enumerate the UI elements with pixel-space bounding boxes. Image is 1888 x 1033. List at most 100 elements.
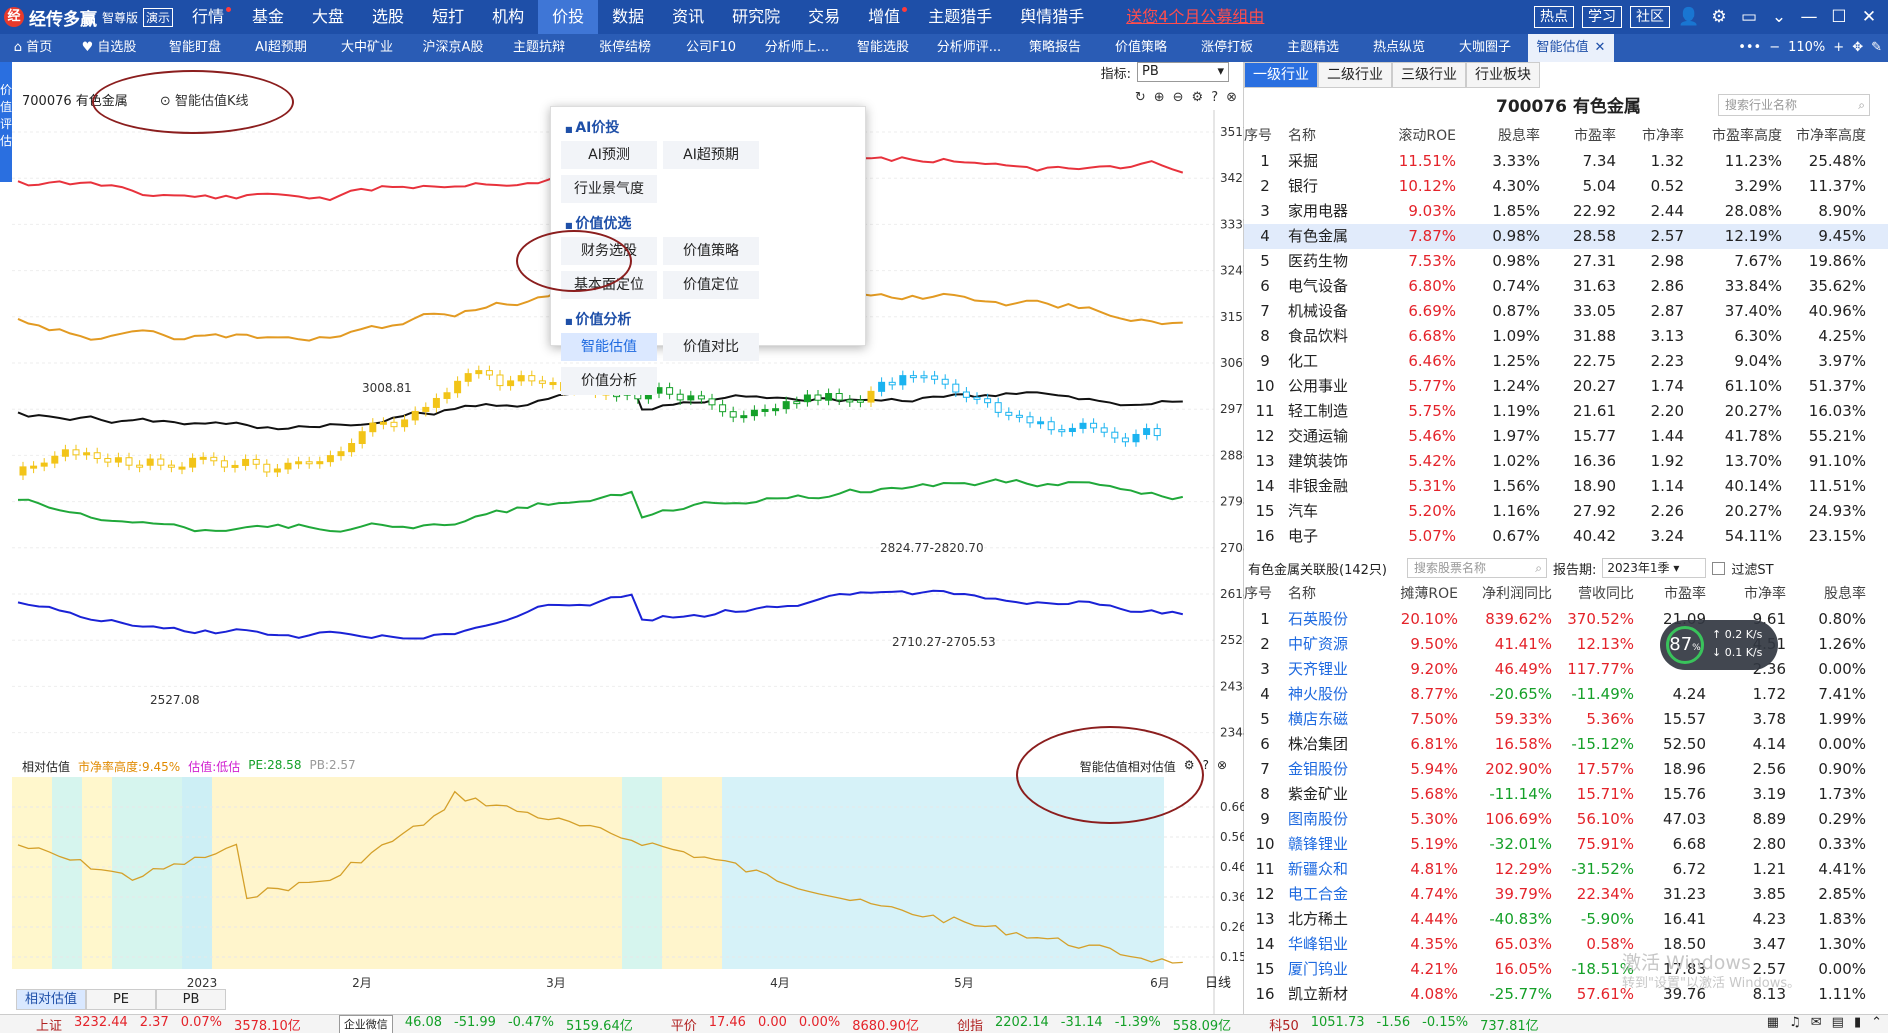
pin-icon[interactable]: ✎ xyxy=(1871,40,1882,55)
menu-item[interactable]: 选股 xyxy=(372,7,405,26)
zoom-in-chart-icon[interactable]: ⊕ xyxy=(1153,90,1165,105)
relative-valuation-chart[interactable]: 0.668 0.566 0.465 0.363 0.261 0.159 2023 2月 3月 4月… xyxy=(12,775,1244,1021)
tab-item[interactable]: 大咖圈子 xyxy=(1442,34,1528,62)
table-row[interactable]: 1 采掘 11.51% 3.33% 7.34 1.32 11.23% 25.48% xyxy=(1244,149,1888,174)
table-row[interactable]: 5 医药生物 7.53% 0.98% 27.31 2.98 7.67% 19.86% xyxy=(1244,249,1888,274)
table-row[interactable]: 8 紫金矿业 5.68% -11.14% 15.71% 15.76 3.19 1.73% xyxy=(1244,782,1888,807)
table-row[interactable]: 4 神火股份 8.77% -20.65% -11.49% 4.24 1.72 7.41% xyxy=(1244,682,1888,707)
bottom-tab[interactable]: 相对估值 xyxy=(16,989,86,1010)
index-quote[interactable]: 科50 1051.73 -1.56 -0.15% 737.81亿 xyxy=(1269,1015,1538,1033)
table-row[interactable]: 15 厦门钨业 4.21% 16.05% -18.51% 17.83 2.57 0.00% xyxy=(1244,957,1888,982)
table-row[interactable]: 13 北方稀土 4.44% -40.83% -5.90% 16.41 4.23 1.83% xyxy=(1244,907,1888,932)
signal-icon[interactable]: ▮ xyxy=(1853,1015,1862,1030)
tab-item[interactable]: 公司F10 xyxy=(668,34,754,62)
help-icon[interactable]: ? xyxy=(1211,90,1219,105)
expand-icon[interactable]: ⌃ xyxy=(1871,1015,1882,1030)
table-row[interactable]: 1 石英股份 20.10% 839.62% 370.52% 21.09 9.61 0.80% xyxy=(1244,607,1888,632)
demo-badge[interactable]: 演示 xyxy=(143,7,174,27)
industry-level-tab[interactable]: 二级行业 xyxy=(1318,62,1392,88)
learn-button[interactable]: 学习 xyxy=(1582,6,1622,28)
zoom-in-icon[interactable]: + xyxy=(1833,40,1845,55)
menu-item[interactable]: 大盘 xyxy=(312,7,345,26)
tab-item[interactable]: 价值策略 xyxy=(1098,34,1184,62)
column-header[interactable]: 净利润同比 xyxy=(1482,586,1552,602)
index-quote[interactable]: 上证 3232.44 2.37 0.07% 3578.10亿 xyxy=(36,1015,301,1033)
tab-item[interactable]: AI超预期 xyxy=(238,34,324,62)
bottom-tab[interactable]: PB xyxy=(156,989,226,1010)
table-row[interactable]: 4 有色金属 7.87% 0.98% 28.58 2.57 12.19% 9.45% xyxy=(1244,224,1888,249)
menu-item[interactable]: 研究院 xyxy=(732,7,781,26)
tab-item[interactable]: 张停结榜 xyxy=(582,34,668,62)
column-header[interactable]: 股息率 xyxy=(1824,586,1866,602)
tab-item[interactable]: 热点纵览 xyxy=(1356,34,1442,62)
more-icon[interactable]: ••• xyxy=(1738,40,1762,55)
industry-level-tab[interactable]: 行业板块 xyxy=(1466,62,1540,88)
dropdown-item[interactable]: AI预测 xyxy=(561,141,657,169)
tab-item[interactable]: 涨停打板 xyxy=(1184,34,1270,62)
refresh-icon[interactable]: ↻ xyxy=(1134,90,1146,105)
table-row[interactable]: 12 电工合金 4.74% 39.79% 22.34% 31.23 3.85 2.85% xyxy=(1244,882,1888,907)
tab-item[interactable]: ⌂ 首页 xyxy=(0,34,66,62)
column-header[interactable]: 序号 xyxy=(1244,586,1272,602)
close-icon[interactable]: ⊗ xyxy=(1216,758,1227,772)
table-row[interactable]: 9 图南股份 5.30% 106.69% 56.10% 47.03 8.89 0.29% xyxy=(1244,807,1888,832)
tab-item[interactable]: 沪深京A股 xyxy=(410,34,496,62)
industry-level-tab[interactable]: 三级行业 xyxy=(1392,62,1466,88)
table-row[interactable]: 10 赣锋锂业 5.19% -32.01% 75.91% 6.68 2.80 0.33% xyxy=(1244,832,1888,857)
close-tab-icon[interactable]: ✕ xyxy=(1594,40,1606,55)
column-header[interactable]: 市净率 xyxy=(1642,128,1684,144)
indicator-select[interactable]: PB ▾ xyxy=(1137,62,1229,82)
table-row[interactable]: 8 食品饮料 6.68% 1.09% 31.88 3.13 6.30% 4.25% xyxy=(1244,324,1888,349)
table-row[interactable]: 6 电气设备 6.80% 0.74% 31.63 2.86 33.84% 35.62% xyxy=(1244,274,1888,299)
column-header[interactable]: 营收同比 xyxy=(1578,586,1634,602)
table-row[interactable]: 15 汽车 5.20% 1.16% 27.92 2.26 20.27% 24.93% xyxy=(1244,499,1888,524)
table-row[interactable]: 5 横店东磁 7.50% 59.33% 5.36% 15.57 3.78 1.99% xyxy=(1244,707,1888,732)
table-row[interactable]: 12 交通运输 5.46% 1.97% 15.77 1.44 41.78% 55.21% xyxy=(1244,424,1888,449)
stock-search-input[interactable]: 搜索股票名称 ⌕ xyxy=(1406,558,1547,578)
table-row[interactable]: 7 金钼股份 5.94% 202.90% 17.57% 18.96 2.56 0.90% xyxy=(1244,757,1888,782)
popup-label[interactable]: 企业微信 xyxy=(338,1015,393,1033)
table-row[interactable]: 13 建筑装饰 5.42% 1.02% 16.36 1.92 13.70% 91.10% xyxy=(1244,449,1888,474)
column-header[interactable]: 市盈率 xyxy=(1574,128,1616,144)
table-row[interactable]: 14 非银金融 5.31% 1.56% 18.90 1.14 40.14% 11.51% xyxy=(1244,474,1888,499)
industry-search-input[interactable]: 搜索行业名称 ⌕ xyxy=(1718,94,1870,116)
period-label[interactable]: 日线 xyxy=(1204,976,1231,991)
table-row[interactable]: 16 电子 5.07% 0.67% 40.42 3.24 54.11% 23.15% xyxy=(1244,524,1888,549)
table-row[interactable]: 3 家用电器 9.03% 1.85% 22.92 2.44 28.08% 8.90% xyxy=(1244,199,1888,224)
close-chart-icon[interactable]: ⊗ xyxy=(1226,90,1237,105)
tab-item[interactable]: 分析师上... xyxy=(754,34,840,62)
menu-item[interactable]: 短打 xyxy=(432,7,465,26)
network-speed-widget[interactable]: 87% ↑ 0.2 K/s ↓ 0.1 K/s xyxy=(1660,620,1778,670)
menu-item[interactable]: 机构 xyxy=(492,7,525,26)
news-icon[interactable]: ✉ xyxy=(1810,1015,1822,1030)
column-header[interactable]: 摊薄ROE xyxy=(1400,586,1458,602)
table-row[interactable]: 10 公用事业 5.77% 1.24% 20.27 1.74 61.10% 51.37% xyxy=(1244,374,1888,399)
table-row[interactable]: 6 株冶集团 6.81% 16.58% -15.12% 52.50 4.14 0.00% xyxy=(1244,732,1888,757)
bottom-tab[interactable]: PE xyxy=(86,989,156,1010)
column-header[interactable]: 市净率 xyxy=(1744,586,1786,602)
menu-item[interactable]: 数据 xyxy=(612,7,645,26)
table-row[interactable]: 14 华峰铝业 4.35% 65.03% 0.58% 18.50 3.47 1.30% xyxy=(1244,932,1888,957)
dropdown-item[interactable]: 价值对比 xyxy=(663,333,759,361)
column-header[interactable]: 市盈率 xyxy=(1664,586,1706,602)
table-row[interactable]: 16 凯立新材 4.08% -25.77% 57.61% 39.76 8.13 1.11% xyxy=(1244,982,1888,1007)
move-icon[interactable]: ✥ xyxy=(1852,40,1864,55)
column-header[interactable]: 市盈率高度 xyxy=(1712,128,1782,144)
gear-icon[interactable]: ⚙ xyxy=(1711,7,1727,27)
table-row[interactable]: 11 轻工制造 5.75% 1.19% 21.61 2.20 20.27% 16.03% xyxy=(1244,399,1888,424)
window-icon[interactable]: ▭ xyxy=(1740,7,1758,27)
calculator-icon[interactable]: ▦ xyxy=(1766,1015,1780,1030)
dropdown-item[interactable]: AI超预期 xyxy=(663,141,759,169)
column-header[interactable]: 序号 xyxy=(1244,128,1272,144)
help-icon[interactable]: ? xyxy=(1202,758,1209,772)
tab-item[interactable]: 主题精选 xyxy=(1270,34,1356,62)
column-header[interactable]: 股息率 xyxy=(1498,128,1540,144)
community-button[interactable]: 社区 xyxy=(1630,6,1670,28)
settings-icon[interactable]: ⚙ xyxy=(1191,90,1204,105)
column-header[interactable]: 名称 xyxy=(1288,586,1316,602)
table-row[interactable]: 7 机械设备 6.69% 0.87% 33.05 2.87 37.40% 40.96% xyxy=(1244,299,1888,324)
menu-item[interactable]: 舆情猎手 xyxy=(1020,7,1085,26)
menu-item[interactable]: 交易 xyxy=(808,7,841,26)
table-row[interactable]: 3 天齐锂业 9.20% 46.49% 117.77% 2.36 0.00% xyxy=(1244,657,1888,682)
